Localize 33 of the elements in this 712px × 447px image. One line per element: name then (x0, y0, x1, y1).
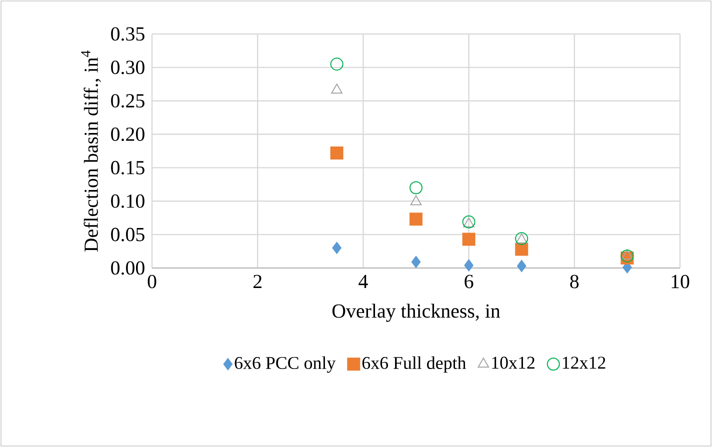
point (332, 242, 342, 254)
legend-label: 12x12 (562, 356, 606, 369)
point (462, 232, 476, 246)
legend-label: 6x6 Full depth (362, 356, 466, 373)
y-tick-label: 0.15 (111, 160, 144, 174)
y-tick-label: 0.25 (111, 94, 144, 108)
point (516, 260, 526, 272)
legend-label: 6x6 PCC only (234, 356, 336, 373)
point (410, 181, 423, 194)
y-tick-label: 0.00 (111, 261, 144, 275)
x-tick-label: 10 (672, 274, 690, 288)
point (330, 146, 344, 160)
point (330, 58, 344, 71)
legend-label: 10x12 (492, 356, 534, 369)
point (515, 242, 528, 256)
y-tick-label: 0.20 (111, 128, 144, 142)
y-tick-label: 0.30 (111, 60, 144, 74)
y-axis-title: Deflection basin diff., in$^{4}$ (81, 50, 101, 252)
y-tick-label: 0.10 (111, 194, 144, 208)
point (331, 84, 343, 94)
x-axis-title: Overlay thickness, in (332, 304, 500, 322)
x-tick-label: 6 (464, 274, 474, 288)
y-tick-label: 0.05 (111, 228, 144, 242)
x-tick-label: 4 (358, 274, 368, 288)
x-tick-label: 0 (148, 274, 156, 288)
x-tick-label: 2 (254, 274, 262, 288)
x-tick-label: 8 (570, 274, 579, 288)
point (410, 212, 423, 226)
point (464, 259, 474, 272)
point (622, 249, 633, 260)
point (410, 195, 422, 206)
point (411, 256, 421, 268)
y-tick-label: 0.35 (111, 27, 144, 41)
